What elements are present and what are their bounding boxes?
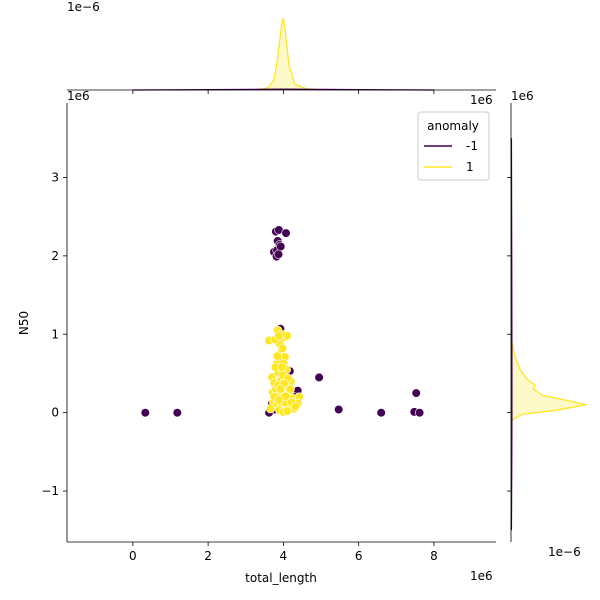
legend-title: anomaly [427, 119, 479, 133]
legend-label-neg1: -1 [466, 139, 478, 153]
y-tick-label-3: 3 [51, 170, 59, 184]
y-axis-label: N50 [17, 311, 31, 335]
y-tick-label-1: 1 [51, 327, 59, 341]
scatter-points [140, 225, 425, 418]
point-neg1-9 [415, 408, 425, 418]
right-marginal-curve-neg1 [510, 138, 513, 531]
point-pos1-53 [274, 395, 284, 405]
point-pos1-47 [285, 384, 295, 394]
point-neg1-5 [334, 404, 344, 415]
point-neg1-4 [314, 372, 324, 383]
right-marginal-offset-label: 1e−6 [548, 545, 581, 559]
marginal-corner-offset-label: 1e6 [470, 93, 493, 107]
x-tick-label-2: 2 [204, 549, 212, 563]
y-offset-label: 1e6 [67, 89, 90, 103]
top-marginal-curve-pos1 [256, 17, 322, 91]
point-pos1-38 [282, 406, 292, 416]
point-pos1-35 [266, 404, 276, 414]
x-tick-label-4: 4 [280, 549, 288, 563]
point-pos1-54 [290, 401, 301, 412]
point-neg1-19 [273, 249, 284, 259]
top-marginal-plot [67, 17, 496, 94]
right-marginal-plot [507, 103, 587, 542]
point-pos1-48 [272, 351, 283, 361]
x-tick-label-0: 0 [129, 549, 137, 563]
point-pos1-46 [275, 384, 286, 394]
top-marginal-offset-label: 1e−6 [67, 0, 100, 14]
right-marginal-fill-pos1 [511, 334, 586, 421]
point-pos1-7 [274, 331, 284, 341]
y-tick-label--1: −1 [41, 484, 59, 498]
right-marginal-top-label: 1e6 [511, 89, 534, 103]
point-pos1-11 [278, 343, 288, 354]
point-pos1-49 [277, 362, 287, 372]
legend-box [417, 111, 490, 181]
y-tick-label-0: 0 [51, 406, 59, 420]
point-neg1-0 [140, 408, 150, 418]
point-neg1-8 [411, 388, 421, 398]
x-tick-label-8: 8 [430, 549, 438, 563]
point-neg1-1 [172, 408, 182, 418]
legend: anomaly -1 1 [417, 111, 490, 181]
x-offset-label: 1e6 [470, 569, 493, 583]
y-tick-label-2: 2 [51, 249, 59, 263]
x-tick-label-6: 6 [355, 549, 363, 563]
x-axis-label: total_length [245, 571, 317, 585]
axes: 0 2 4 6 8 −1 0 1 2 3 [41, 103, 496, 563]
right-marginal-curve-pos1 [510, 334, 587, 422]
legend-label-pos1: 1 [466, 160, 474, 174]
point-neg1-13 [281, 228, 291, 238]
top-marginal-fill-pos1 [257, 18, 321, 90]
point-neg1-18 [276, 241, 286, 252]
point-neg1-6 [376, 408, 386, 418]
